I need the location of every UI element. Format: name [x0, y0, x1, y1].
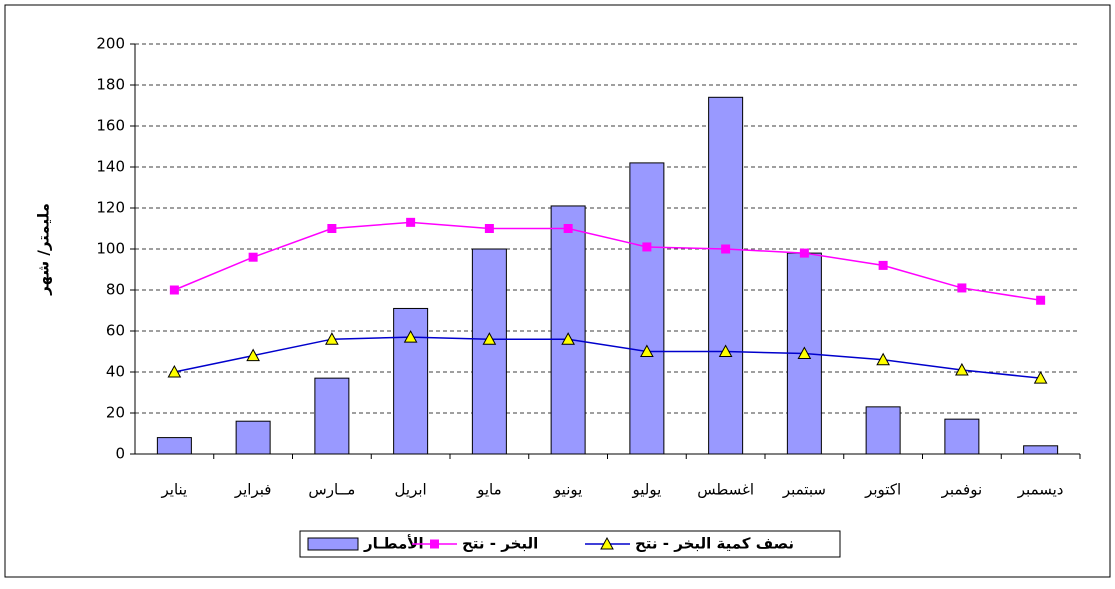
x-tick-label: يناير [161, 481, 188, 499]
legend-marker [600, 536, 614, 550]
marker [406, 217, 416, 227]
legend-marker [430, 539, 439, 549]
x-tick-label: ديسمبر [1017, 481, 1064, 499]
marker [642, 242, 652, 252]
line [174, 221, 1041, 301]
marker [878, 260, 888, 270]
marker [1036, 295, 1046, 305]
marker [640, 344, 654, 357]
marker [169, 285, 179, 295]
y-tick-label: 200 [96, 35, 125, 53]
marker [563, 224, 573, 233]
marker [482, 332, 497, 345]
line [174, 336, 1041, 379]
x-tick-label: نوفمبر [941, 481, 983, 499]
marker [403, 330, 418, 343]
marker [248, 252, 258, 262]
x-tick-label: سبتمبر [782, 481, 826, 499]
bar [156, 437, 192, 455]
bar [550, 205, 586, 455]
y-axis-label: مليمتر/ شهر [35, 203, 53, 296]
marker [955, 362, 969, 376]
marker [325, 332, 339, 345]
y-tick-label: 40 [106, 363, 125, 381]
legend-box [299, 530, 841, 558]
marker [484, 224, 494, 233]
marker [718, 344, 733, 357]
x-tick-label: فبراير [234, 481, 272, 499]
bar [629, 162, 665, 455]
marker [327, 224, 337, 233]
x-tick-label: مــارس [308, 481, 355, 499]
y-tick-label: 180 [96, 76, 125, 94]
marker [1033, 371, 1048, 384]
bar [1023, 445, 1059, 455]
x-tick-label: اكتوبر [864, 481, 901, 499]
y-tick-label: 140 [96, 158, 125, 176]
marker [797, 346, 812, 360]
marker [799, 248, 809, 258]
marker [167, 364, 182, 378]
bar [944, 418, 980, 455]
bar [235, 420, 271, 455]
y-tick-label: 100 [96, 240, 125, 258]
x-tick-label: ابريل [395, 481, 427, 499]
marker [721, 244, 731, 254]
y-tick-label: 120 [96, 199, 125, 217]
y-tick-label: 0 [115, 445, 125, 463]
marker [246, 348, 260, 362]
x-tick-label: اغسطس [697, 481, 754, 499]
y-tick-label: 160 [96, 117, 125, 135]
marker [561, 332, 575, 345]
y-tick-label: 60 [106, 322, 125, 340]
bar [865, 406, 901, 455]
bar [314, 377, 350, 455]
legend-swatch [307, 537, 359, 551]
legend-label: الأمطـار [363, 535, 424, 553]
x-tick-label: يونيو [553, 481, 582, 499]
x-tick-label: مايو [476, 481, 502, 499]
legend-label: البخر - نتح [462, 535, 538, 553]
y-tick-label: 80 [106, 281, 125, 299]
bar [708, 96, 744, 455]
x-tick-label: يوليو [631, 481, 661, 499]
y-tick-label: 20 [106, 404, 125, 422]
marker [957, 283, 967, 293]
marker [876, 352, 890, 366]
legend-label: نصف كمية البخر - نتح [635, 535, 794, 553]
bar [471, 248, 507, 455]
